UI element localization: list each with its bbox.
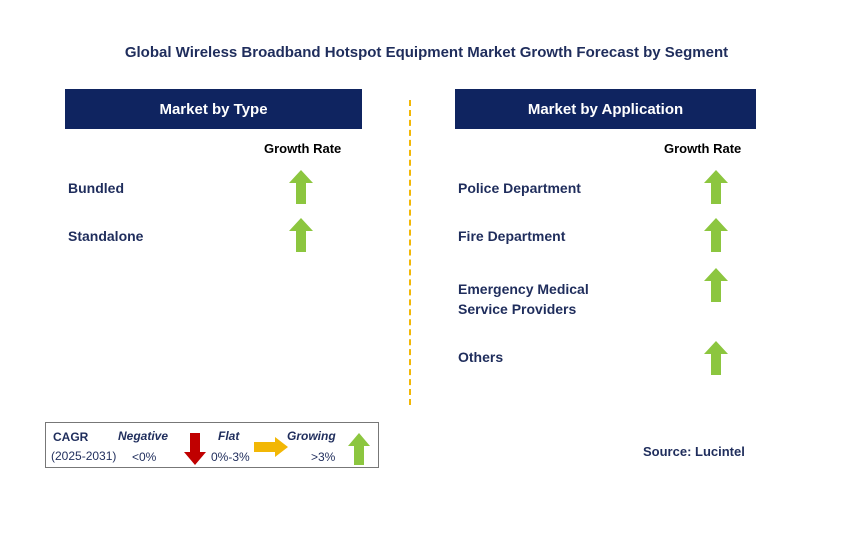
legend-flat-value: 0%-3% bbox=[211, 450, 250, 464]
legend-growing-value: >3% bbox=[311, 450, 336, 464]
type-panel-header: Market by Type bbox=[65, 89, 362, 129]
legend-cagr-label: CAGR bbox=[53, 430, 89, 444]
legend-negative-value: <0% bbox=[132, 450, 157, 464]
application-segment-label: Police Department bbox=[458, 180, 581, 196]
up-arrow-icon bbox=[704, 170, 728, 204]
up-arrow-icon bbox=[289, 218, 313, 252]
application-segment-label: Others bbox=[458, 349, 504, 365]
legend-negative-label: Negative bbox=[118, 429, 169, 443]
type-growth-rate-label: Growth Rate bbox=[264, 141, 342, 156]
right-arrow-icon bbox=[254, 437, 288, 457]
type-segment-label: Standalone bbox=[68, 228, 144, 244]
type-segment-label: Bundled bbox=[68, 180, 124, 196]
up-arrow-icon bbox=[704, 341, 728, 375]
application-growth-rate-label: Growth Rate bbox=[664, 141, 742, 156]
legend-flat-label: Flat bbox=[218, 429, 240, 443]
source-label: Source: Lucintel bbox=[643, 444, 745, 459]
down-arrow-icon bbox=[184, 433, 206, 465]
legend-period: (2025-2031) bbox=[51, 449, 117, 463]
application-segment-label: Emergency Medical Service Providers bbox=[458, 281, 589, 317]
application-segment-label: Fire Department bbox=[458, 228, 566, 244]
up-arrow-icon bbox=[348, 433, 370, 465]
up-arrow-icon bbox=[704, 268, 728, 302]
legend-growing-label: Growing bbox=[287, 429, 336, 443]
application-panel-header: Market by Application bbox=[455, 89, 756, 129]
up-arrow-icon bbox=[704, 218, 728, 252]
panel-divider bbox=[409, 100, 411, 405]
cagr-legend: CAGR (2025-2031) Negative <0% Flat 0%-3%… bbox=[45, 422, 379, 468]
up-arrow-icon bbox=[289, 170, 313, 204]
page-title: Global Wireless Broadband Hotspot Equipm… bbox=[124, 44, 729, 61]
